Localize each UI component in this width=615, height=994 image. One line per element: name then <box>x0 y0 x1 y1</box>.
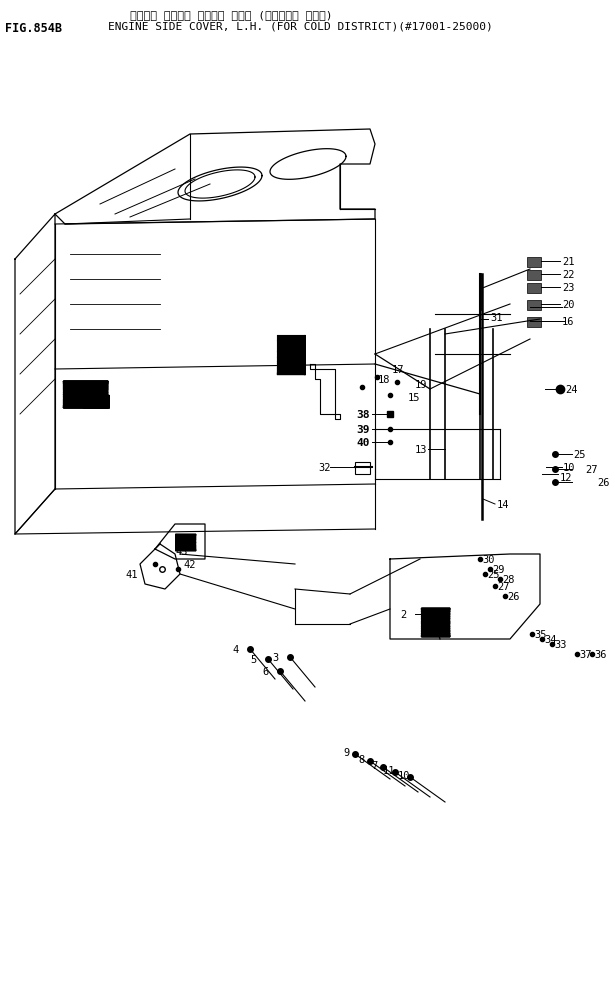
Text: 25: 25 <box>573 449 585 459</box>
Text: 23: 23 <box>562 282 574 292</box>
Bar <box>527 257 541 267</box>
Text: ENGINE SIDE COVER, L.H. (FOR COLD DISTRICT)(#17001-25000): ENGINE SIDE COVER, L.H. (FOR COLD DISTRI… <box>108 22 493 32</box>
Text: 43: 43 <box>175 547 188 557</box>
Text: 40: 40 <box>357 437 370 447</box>
Text: 13: 13 <box>415 444 427 454</box>
Text: 2: 2 <box>400 609 407 619</box>
Text: 10: 10 <box>398 770 410 780</box>
Text: 17: 17 <box>392 365 405 375</box>
Text: 30: 30 <box>482 555 494 565</box>
Text: 33: 33 <box>554 639 566 649</box>
Text: 7: 7 <box>371 760 377 770</box>
Text: 24: 24 <box>565 385 577 395</box>
Bar <box>355 462 370 474</box>
Bar <box>527 270 541 280</box>
Text: 42: 42 <box>183 560 196 570</box>
Text: 35: 35 <box>534 629 547 639</box>
Text: 41: 41 <box>125 570 138 580</box>
Bar <box>527 301 541 311</box>
Text: 36: 36 <box>594 649 606 659</box>
Text: 19: 19 <box>415 380 427 390</box>
Text: 9: 9 <box>343 747 349 757</box>
Text: 21: 21 <box>562 256 574 266</box>
Text: 32: 32 <box>318 462 330 472</box>
Text: 15: 15 <box>408 393 421 403</box>
Text: 14: 14 <box>497 500 509 510</box>
Text: 26: 26 <box>597 477 609 487</box>
Text: 38: 38 <box>357 410 370 419</box>
Text: 6: 6 <box>262 666 268 676</box>
Text: 5: 5 <box>250 654 256 664</box>
Text: FIG.854B: FIG.854B <box>5 22 62 35</box>
Text: 20: 20 <box>562 300 574 310</box>
Text: 25: 25 <box>487 570 499 580</box>
Bar <box>527 318 541 328</box>
Text: 11: 11 <box>383 765 395 775</box>
Text: 34: 34 <box>544 634 557 644</box>
Text: エンジン サイト・ カバー、 ヒダリ (カンレイチ ショウ): エンジン サイト・ カバー、 ヒダリ (カンレイチ ショウ) <box>130 10 333 20</box>
Text: 27: 27 <box>585 464 598 474</box>
Text: 4: 4 <box>232 644 238 654</box>
Bar <box>527 283 541 293</box>
Text: 18: 18 <box>378 375 391 385</box>
Text: 31: 31 <box>490 313 502 323</box>
Text: 22: 22 <box>562 269 574 279</box>
Text: 28: 28 <box>502 575 515 584</box>
Text: 16: 16 <box>562 317 574 327</box>
Text: 37: 37 <box>579 649 592 659</box>
Text: 3: 3 <box>272 652 278 662</box>
Text: 10: 10 <box>563 462 576 472</box>
Text: 29: 29 <box>492 565 504 575</box>
Text: 8: 8 <box>358 754 364 764</box>
Text: 27: 27 <box>497 581 509 591</box>
Text: 39: 39 <box>357 424 370 434</box>
Text: 12: 12 <box>560 472 573 482</box>
Text: 26: 26 <box>507 591 520 601</box>
